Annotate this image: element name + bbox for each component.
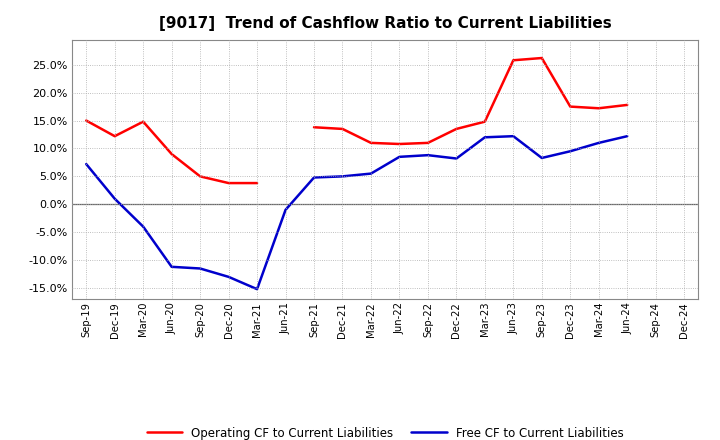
Free CF to Current Liabilities xyxy=(82,161,91,167)
Free CF to Current Liabilities xyxy=(139,224,148,229)
Free CF to Current Liabilities xyxy=(310,175,318,180)
Free CF to Current Liabilities xyxy=(595,140,603,146)
Free CF to Current Liabilities xyxy=(423,153,432,158)
Free CF to Current Liabilities xyxy=(623,134,631,139)
Free CF to Current Liabilities xyxy=(509,134,518,139)
Operating CF to Current Liabilities xyxy=(110,134,119,139)
Free CF to Current Liabilities xyxy=(452,156,461,161)
Free CF to Current Liabilities xyxy=(225,274,233,279)
Free CF to Current Liabilities xyxy=(196,266,204,271)
Free CF to Current Liabilities xyxy=(253,286,261,292)
Free CF to Current Liabilities xyxy=(480,135,489,140)
Free CF to Current Liabilities xyxy=(537,155,546,161)
Free CF to Current Liabilities xyxy=(395,154,404,159)
Free CF to Current Liabilities xyxy=(338,174,347,179)
Legend: Operating CF to Current Liabilities, Free CF to Current Liabilities: Operating CF to Current Liabilities, Fre… xyxy=(142,422,629,440)
Operating CF to Current Liabilities xyxy=(225,180,233,186)
Free CF to Current Liabilities xyxy=(566,149,575,154)
Free CF to Current Liabilities xyxy=(167,264,176,269)
Operating CF to Current Liabilities xyxy=(196,174,204,179)
Free CF to Current Liabilities xyxy=(366,171,375,176)
Operating CF to Current Liabilities xyxy=(139,119,148,125)
Line: Operating CF to Current Liabilities: Operating CF to Current Liabilities xyxy=(86,121,257,183)
Free CF to Current Liabilities xyxy=(282,207,290,213)
Operating CF to Current Liabilities xyxy=(167,151,176,157)
Operating CF to Current Liabilities xyxy=(82,118,91,123)
Line: Free CF to Current Liabilities: Free CF to Current Liabilities xyxy=(86,136,627,289)
Free CF to Current Liabilities xyxy=(110,196,119,202)
Title: [9017]  Trend of Cashflow Ratio to Current Liabilities: [9017] Trend of Cashflow Ratio to Curren… xyxy=(159,16,611,32)
Operating CF to Current Liabilities xyxy=(253,180,261,186)
